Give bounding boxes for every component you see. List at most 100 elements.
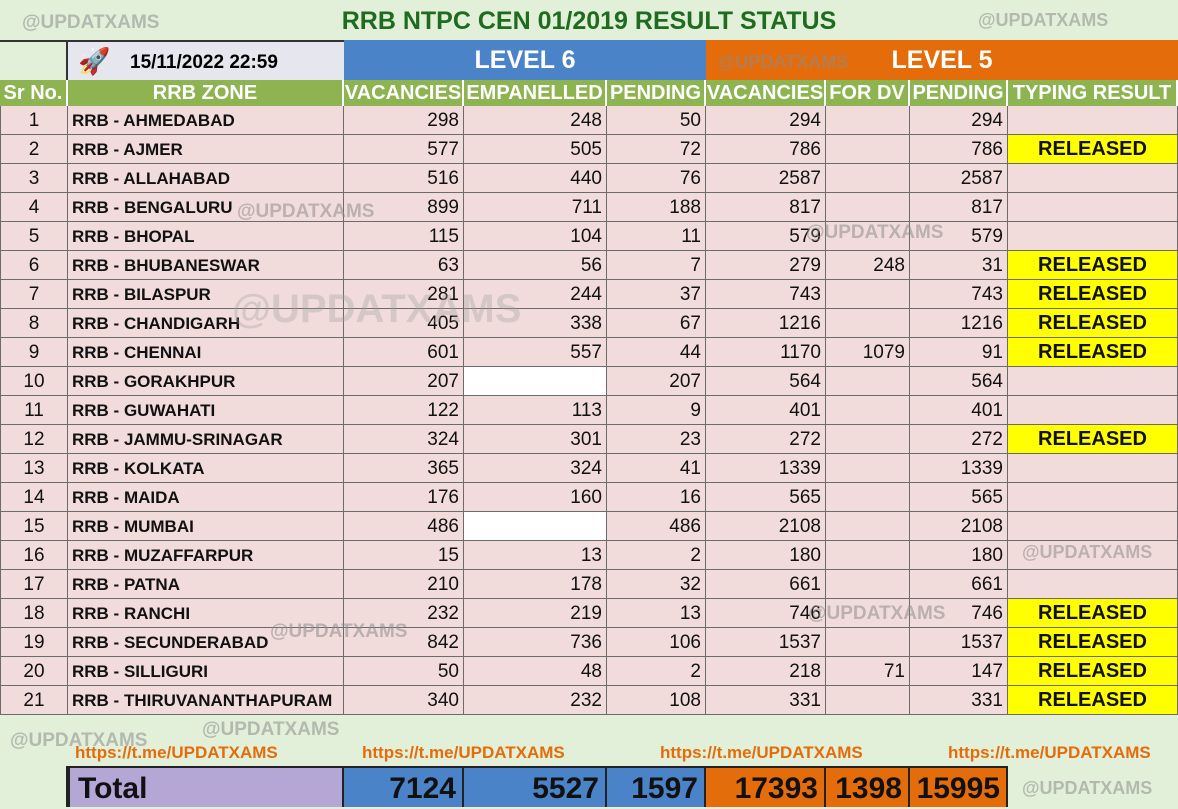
- total-empanelled: 5527: [464, 766, 607, 807]
- l5-pending-cell: 579: [910, 222, 1008, 251]
- l5-pending-cell: 661: [910, 570, 1008, 599]
- l6-pending-cell: 37: [607, 280, 706, 309]
- zone-name-cell: RRB - MUMBAI: [68, 512, 344, 541]
- for-dv-cell: 1079: [826, 338, 910, 367]
- zone-name-cell: RRB - SILLIGURI: [68, 657, 344, 686]
- for-dv-cell: [826, 686, 910, 715]
- watermark: @UPDATXAMS: [232, 287, 522, 331]
- typing-result-cell: RELEASED: [1008, 338, 1178, 367]
- typing-result-cell: RELEASED: [1008, 628, 1178, 657]
- empanelled-cell: 219: [464, 599, 607, 628]
- empanelled-cell: 232: [464, 686, 607, 715]
- telegram-link[interactable]: https://t.me/UPDATXAMS: [660, 743, 863, 762]
- zone-name-cell: RRB - BHOPAL: [68, 222, 344, 251]
- watermark: @UPDATXAMS: [978, 10, 1109, 30]
- telegram-link[interactable]: https://t.me/UPDATXAMS: [362, 743, 565, 762]
- telegram-link[interactable]: https://t.me/UPDATXAMS: [75, 743, 278, 762]
- for-dv-cell: [826, 135, 910, 164]
- sr-no-cell: 17: [0, 570, 68, 599]
- rocket-icon: 🚀: [78, 46, 111, 76]
- l5-pending-cell: 564: [910, 367, 1008, 396]
- zone-name-cell: RRB - KOLKATA: [68, 454, 344, 483]
- l5-pending-cell: 1216: [910, 309, 1008, 338]
- l5-pending-cell: 180: [910, 541, 1008, 570]
- watermark: @UPDATXAMS: [718, 52, 849, 72]
- l5-vacancies-cell: 1537: [706, 628, 826, 657]
- watermark: @UPDATXAMS: [806, 222, 944, 243]
- l6-pending-cell: 188: [607, 193, 706, 222]
- l5-pending-cell: 331: [910, 686, 1008, 715]
- l5-pending-cell: 817: [910, 193, 1008, 222]
- for-dv-cell: 248: [826, 251, 910, 280]
- table-row: 4 RRB - BENGALURU 899 711 188 817 817: [0, 193, 1178, 222]
- total-l6-pending: 1597: [607, 766, 706, 807]
- for-dv-cell: [826, 396, 910, 425]
- zone-name-cell: RRB - MAIDA: [68, 483, 344, 512]
- l5-vacancies-cell: 746: [706, 599, 826, 628]
- watermark: @UPDATXAMS: [202, 719, 340, 740]
- sr-no-cell: 5: [0, 222, 68, 251]
- l5-pending-cell: 91: [910, 338, 1008, 367]
- empanelled-cell: 160: [464, 483, 607, 512]
- table-row: 11 RRB - GUWAHATI 122 113 9 401 401: [0, 396, 1178, 425]
- total-label: Total: [68, 766, 344, 807]
- sr-no-cell: 19: [0, 628, 68, 657]
- level-5-header: LEVEL 5: [706, 40, 1178, 80]
- sr-no-cell: 8: [0, 309, 68, 338]
- sr-no-cell: 14: [0, 483, 68, 512]
- l6-vacancies-cell: 842: [344, 628, 464, 657]
- empanelled-cell: 324: [464, 454, 607, 483]
- column-header-sr-no: Sr No.: [0, 80, 68, 106]
- l5-pending-cell: 1537: [910, 628, 1008, 657]
- for-dv-cell: [826, 280, 910, 309]
- table-row: 19 RRB - SECUNDERABAD 842 736 106 1537 1537 REL…: [0, 628, 1178, 657]
- zone-name-cell: RRB - BILASPUR: [68, 280, 344, 309]
- l6-pending-cell: 32: [607, 570, 706, 599]
- sr-no-cell: 6: [0, 251, 68, 280]
- for-dv-cell: [826, 193, 910, 222]
- telegram-link[interactable]: https://t.me/UPDATXAMS: [948, 743, 1151, 762]
- zone-name-cell: RRB - AJMER: [68, 135, 344, 164]
- table-row: 8 RRB - CHANDIGARH 405 338 67 1216 1216 RELEASE…: [0, 309, 1178, 338]
- l5-vacancies-cell: 743: [706, 280, 826, 309]
- sr-no-cell: 20: [0, 657, 68, 686]
- l5-vacancies-cell: 1216: [706, 309, 826, 338]
- typing-result-cell: [1008, 396, 1178, 425]
- for-dv-cell: [826, 599, 910, 628]
- table-row: 10 RRB - GORAKHPUR 207 207 564 564: [0, 367, 1178, 396]
- for-dv-cell: [826, 106, 910, 135]
- l6-pending-cell: 207: [607, 367, 706, 396]
- column-header-zone-name: RRB ZONE: [68, 80, 344, 106]
- total-l5-pending: 15995: [910, 766, 1008, 807]
- table-row: 9 RRB - CHENNAI 601 557 44 1170 1079 91 RELEASED: [0, 338, 1178, 367]
- l6-vacancies-cell: 516: [344, 164, 464, 193]
- l6-pending-cell: 108: [607, 686, 706, 715]
- watermark: @UPDATXAMS: [1022, 778, 1153, 798]
- sr-no-cell: 10: [0, 367, 68, 396]
- empanelled-cell: 48: [464, 657, 607, 686]
- empanelled-cell: 248: [464, 106, 607, 135]
- typing-result-cell: RELEASED: [1008, 599, 1178, 628]
- l5-pending-cell: 2108: [910, 512, 1008, 541]
- l5-vacancies-cell: 2108: [706, 512, 826, 541]
- watermark: @UPDATXAMS: [1022, 542, 1153, 562]
- zone-name-cell: RRB - CHENNAI: [68, 338, 344, 367]
- l5-pending-cell: 401: [910, 396, 1008, 425]
- datetime-cell: 🚀 15/11/2022 22:59: [68, 40, 344, 80]
- l5-vacancies-cell: 294: [706, 106, 826, 135]
- empanelled-cell: 736: [464, 628, 607, 657]
- total-for-dv: 1398: [826, 766, 910, 807]
- for-dv-cell: [826, 541, 910, 570]
- column-header-for-dv: FOR DV: [826, 80, 910, 106]
- l5-pending-cell: 272: [910, 425, 1008, 454]
- for-dv-cell: [826, 309, 910, 338]
- l5-vacancies-cell: 272: [706, 425, 826, 454]
- zone-name-cell: RRB - SECUNDERABAD: [68, 628, 344, 657]
- sr-no-cell: 4: [0, 193, 68, 222]
- typing-result-cell: [1008, 454, 1178, 483]
- typing-result-cell: [1008, 106, 1178, 135]
- table-row: 13 RRB - KOLKATA 365 324 41 1339 1339: [0, 454, 1178, 483]
- corner-blank: [0, 40, 68, 80]
- l6-pending-cell: 11: [607, 222, 706, 251]
- watermark: @UPDATXAMS: [237, 201, 375, 222]
